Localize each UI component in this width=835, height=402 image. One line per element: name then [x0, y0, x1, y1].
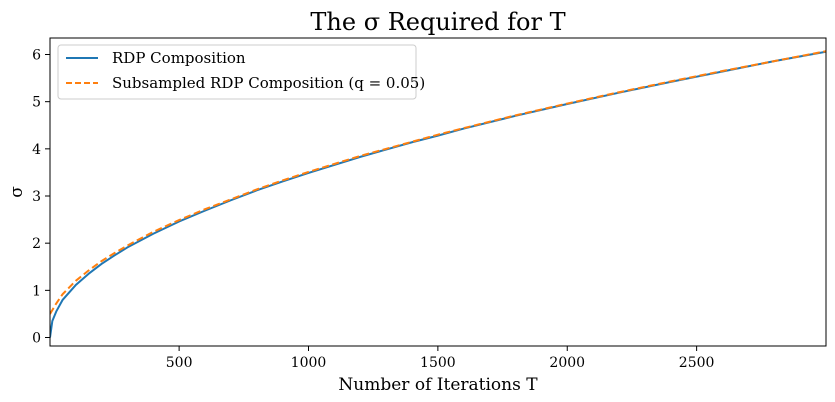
- x-tick-label: 2000: [549, 355, 585, 371]
- x-tick-label: 1500: [420, 355, 456, 371]
- legend-label-rdp: RDP Composition: [112, 49, 246, 67]
- x-axis-label: Number of Iterations T: [338, 375, 538, 395]
- y-tick-label: 1: [32, 283, 41, 299]
- legend: RDP Composition Subsampled RDP Compositi…: [57, 44, 425, 100]
- y-tick-label: 6: [32, 48, 41, 64]
- y-tick-label: 4: [32, 142, 41, 158]
- y-tick-label: 5: [32, 95, 41, 111]
- series-layer: [50, 50, 826, 338]
- y-axis-ticks: 0 1 2 3 4 5 6: [32, 48, 50, 347]
- x-tick-label: 1000: [291, 355, 327, 371]
- y-tick-label: 0: [32, 331, 41, 347]
- series-line-rdp: [50, 50, 826, 338]
- y-tick-label: 3: [32, 189, 41, 205]
- y-tick-label: 2: [32, 236, 41, 252]
- legend-label-subsampled: Subsampled RDP Composition (q = 0.05): [112, 74, 425, 92]
- y-axis-label: σ: [7, 186, 27, 198]
- x-tick-label: 2500: [679, 355, 715, 371]
- x-axis-ticks: 500 1000 1500 2000 2500: [166, 346, 715, 371]
- chart-title: The σ Required for T: [310, 8, 565, 36]
- legend-box: [57, 44, 417, 100]
- x-tick-label: 500: [166, 355, 193, 371]
